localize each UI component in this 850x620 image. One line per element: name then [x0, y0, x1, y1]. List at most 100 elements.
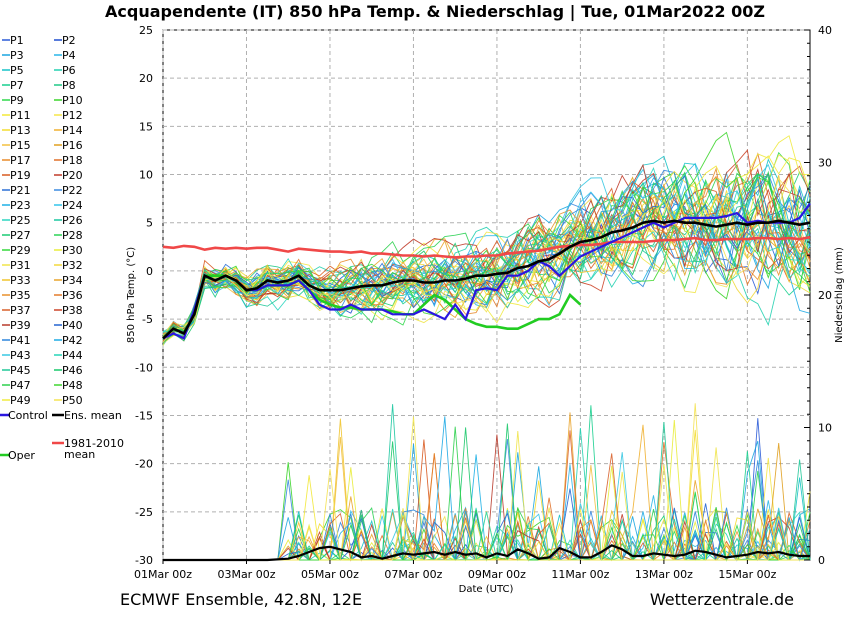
- x-tick-label: 15Mar 00z: [718, 568, 776, 581]
- legend-entry: P10: [62, 94, 83, 107]
- legend-entry: P37: [10, 304, 31, 317]
- chart-title: Acquapendente (IT) 850 hPa Temp. & Niede…: [105, 2, 765, 22]
- legend-entry: P9: [10, 94, 24, 107]
- legend-entry: P1: [10, 34, 24, 47]
- legend-entry: P49: [10, 394, 31, 407]
- legend-entry: P2: [62, 34, 76, 47]
- x-axis-ticks: 01Mar 00z 03Mar 00z 05Mar 00z 07Mar 00z 09Ma…: [134, 560, 777, 581]
- y-tick-label: -10: [135, 361, 153, 374]
- footer-right: Wetterzentrale.de: [650, 590, 794, 609]
- legend-entry: P3: [10, 49, 24, 62]
- legend-entry: P30: [62, 244, 83, 257]
- legend-entry: P16: [62, 139, 83, 152]
- y2-tick-label: 20: [818, 289, 832, 302]
- legend-entry: P8: [62, 79, 76, 92]
- x-tick-label: 13Mar 00z: [635, 568, 693, 581]
- legend-entry: P40: [62, 319, 83, 332]
- legend-entry: P17: [10, 154, 31, 167]
- ensemble-member-lines: [162, 131, 811, 346]
- y2-axis-ticks: 40 30 20 10 0: [804, 24, 832, 567]
- legend-entry: P38: [62, 304, 83, 317]
- precip-mean-line: [163, 544, 810, 562]
- legend-entry: P22: [62, 184, 83, 197]
- legend-entry: P44: [62, 349, 83, 362]
- y-axis-ticks: 25 20 15 10 5 0 -5 -10 -15 -20 -25 -30: [135, 24, 153, 567]
- y-tick-label: 0: [146, 265, 153, 278]
- legend-entry: P43: [10, 349, 31, 362]
- legend-entry: P31: [10, 259, 31, 272]
- legend-entry: P14: [62, 124, 83, 137]
- x-axis-label: Date (UTC): [459, 584, 514, 595]
- legend: P1 P2 P3 P4 P5 P6 P7 P8 P9 P10 P11 P12 P13 P14 P15 P16 P…: [0, 34, 124, 462]
- legend-entry: P20: [62, 169, 83, 182]
- legend-entry: P18: [62, 154, 83, 167]
- y-tick-label: 20: [139, 72, 153, 85]
- footer-left: ECMWF Ensemble, 42.8N, 12E: [120, 590, 362, 609]
- y2-tick-label: 40: [818, 24, 832, 37]
- member-line: [162, 170, 811, 336]
- legend-entry: P32: [62, 259, 83, 272]
- legend-entry: P35: [10, 289, 31, 302]
- y-tick-label: 25: [139, 24, 153, 37]
- highlighted-series: [162, 202, 811, 340]
- legend-entry: P28: [62, 229, 83, 242]
- legend-entry: P4: [62, 49, 76, 62]
- legend-entry: P6: [62, 64, 76, 77]
- x-tick-label: 01Mar 00z: [134, 568, 192, 581]
- legend-entry: P33: [10, 274, 31, 287]
- legend-entry: P11: [10, 109, 31, 122]
- legend-entry: P25: [10, 214, 31, 227]
- y2-tick-label: 30: [818, 157, 832, 170]
- y-tick-label: -20: [135, 458, 153, 471]
- legend-entry: P5: [10, 64, 24, 77]
- y-tick-label: -15: [135, 409, 153, 422]
- legend-entry: P46: [62, 364, 83, 377]
- legend-entry: P19: [10, 169, 31, 182]
- member-line: [162, 176, 811, 340]
- legend-entry: Ens. mean: [64, 409, 122, 422]
- legend-entry: P13: [10, 124, 31, 137]
- legend-entry: P39: [10, 319, 31, 332]
- legend-entry: P15: [10, 139, 31, 152]
- legend-entry: P21: [10, 184, 31, 197]
- x-tick-label: 11Mar 00z: [551, 568, 609, 581]
- legend-entry: P41: [10, 334, 31, 347]
- y2-axis-label: Niederschlag (mm): [834, 247, 845, 343]
- x-tick-label: 09Mar 00z: [468, 568, 526, 581]
- legend-entry: P48: [62, 379, 83, 392]
- legend-entry: 1981-2010: [64, 437, 124, 450]
- legend-entry: P50: [62, 394, 83, 407]
- legend-entry: P27: [10, 229, 31, 242]
- legend-entry: P36: [62, 289, 83, 302]
- x-tick-label: 03Mar 00z: [217, 568, 275, 581]
- y-axis-label: 850 hPa Temp. (°C): [126, 247, 137, 343]
- series-line-control: [162, 202, 811, 340]
- legend-entry: P12: [62, 109, 83, 122]
- legend-entry: P23: [10, 199, 31, 212]
- precipitation-lines: [163, 403, 811, 562]
- legend-entry: P34: [62, 274, 83, 287]
- member-line: [162, 163, 811, 339]
- y-tick-label: 15: [139, 120, 153, 133]
- y-tick-label: 5: [146, 217, 153, 230]
- y-tick-label: -5: [142, 313, 153, 326]
- legend-entry: P47: [10, 379, 31, 392]
- legend-entry: P24: [62, 199, 83, 212]
- legend-entry: P7: [10, 79, 24, 92]
- member-line: [162, 170, 811, 339]
- legend-entry: P45: [10, 364, 31, 377]
- y2-tick-label: 10: [818, 422, 832, 435]
- y-tick-label: -25: [135, 506, 153, 519]
- legend-entry: Control: [8, 409, 48, 422]
- y2-tick-label: 0: [818, 554, 825, 567]
- member-line: [162, 175, 811, 344]
- x-tick-label: 07Mar 00z: [384, 568, 442, 581]
- series-line-ens-mean: [162, 219, 811, 340]
- legend-entry: P42: [62, 334, 83, 347]
- y-tick-label: 10: [139, 169, 153, 182]
- legend-entry: P26: [62, 214, 83, 227]
- legend-entry: Oper: [8, 449, 35, 462]
- x-tick-label: 05Mar 00z: [301, 568, 359, 581]
- legend-entry: mean: [64, 448, 95, 461]
